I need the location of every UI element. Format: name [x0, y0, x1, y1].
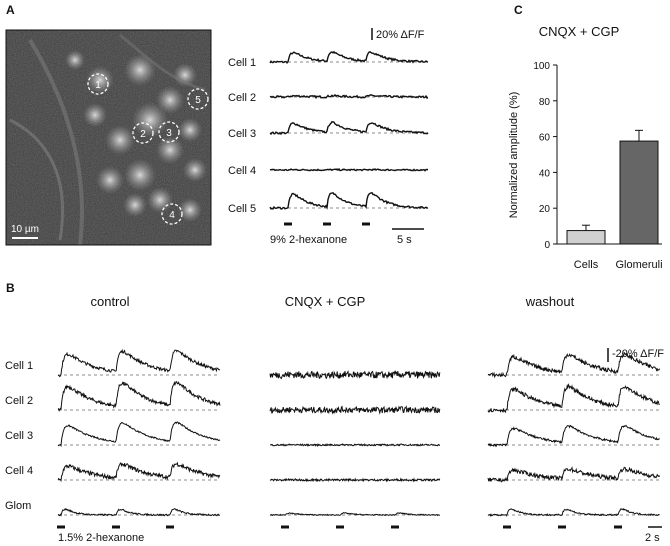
trace-label-cell-5: Cell 5 — [228, 203, 256, 215]
chart-title: CNQX + CGP — [539, 24, 620, 39]
row-label-1: Cell 1 — [5, 360, 33, 372]
trace-glom-1 — [57, 507, 221, 517]
panel-b-dff-scale-label: -20% ΔF/F — [612, 348, 664, 360]
trace-cell-3-3 — [487, 424, 660, 448]
trace-cell-2-2 — [269, 405, 441, 415]
panel-b-time-scale-label: 2 s — [645, 532, 660, 544]
trace-cell-4-2 — [269, 477, 441, 483]
trace-cell-2-1 — [57, 380, 221, 412]
y-tick-label: 100 — [533, 61, 550, 72]
condition-label-1: control — [90, 294, 129, 309]
cell-marker-label: 3 — [166, 128, 172, 139]
cell-marker-4: 4 — [161, 203, 183, 225]
row-label-3: Cell 3 — [5, 430, 33, 442]
bar-glomeruli — [619, 140, 659, 245]
trace-label-cell-4: Cell 4 — [228, 165, 256, 177]
x-tick-label-glomeruli: Glomeruli — [615, 259, 662, 271]
row-label-4: Cell 4 — [5, 465, 33, 477]
panel-c-letter: C — [514, 3, 523, 17]
panel-b-stimulus-label: 1.5% 2-hexanone — [58, 532, 144, 544]
cell-marker-label: 2 — [140, 129, 146, 140]
condition-label-2: CNQX + CGP — [285, 294, 366, 309]
trace-cell-2 — [269, 93, 429, 100]
trace-cell-1-1 — [57, 348, 221, 378]
trace-cell-4-1 — [57, 461, 221, 483]
cell-markers: 1 2 3 4 5 — [87, 73, 209, 225]
cell-marker-label: 1 — [95, 80, 101, 91]
panel-b-traces — [57, 348, 661, 517]
cell-marker-label: 4 — [169, 210, 175, 221]
trace-cell-1-3 — [487, 351, 661, 379]
y-tick-label: 80 — [539, 97, 551, 108]
cell-marker-2: 2 — [132, 122, 154, 144]
cell-marker-3: 3 — [158, 121, 180, 143]
condition-label-3: washout — [525, 294, 575, 309]
trace-label-cell-1: Cell 1 — [228, 57, 256, 69]
panel-b-letter: B — [6, 281, 15, 295]
cell-marker-5: 5 — [187, 88, 209, 110]
y-tick-label: 60 — [539, 133, 551, 144]
trace-cell-3-2 — [269, 442, 441, 447]
y-tick-label: 40 — [539, 168, 551, 179]
trace-cell-3 — [269, 120, 429, 136]
trace-cell-3-1 — [57, 421, 221, 448]
y-axis-label: Normalized amplitude (%) — [508, 92, 520, 219]
row-label-5: Glom — [5, 500, 31, 512]
trace-cell-5 — [269, 191, 429, 210]
row-label-2: Cell 2 — [5, 395, 33, 407]
x-tick-label-cells: Cells — [574, 259, 599, 271]
trace-cell-1 — [269, 50, 429, 65]
cell-marker-1: 1 — [87, 73, 109, 95]
panel-a-stimulus-label: 9% 2-hexanone — [270, 234, 347, 246]
trace-label-cell-3: Cell 3 — [228, 128, 256, 140]
trace-cell-1-2 — [269, 369, 441, 380]
panel-a-traces: Cell 1 Cell 2 Cell 3 Cell 4 Cell 5 — [228, 50, 429, 215]
trace-label-cell-2: Cell 2 — [228, 92, 256, 104]
y-tick-label: 0 — [544, 240, 550, 251]
panel-b-row-labels: Cell 1 Cell 2 Cell 3 Cell 4 Glom — [5, 360, 33, 512]
bar-chart: CNQX + CGP Normalized amplitude (%) 0 20 4… — [508, 24, 663, 271]
microscopy-image — [5, 29, 212, 246]
panel-a-letter: A — [6, 3, 15, 17]
bar-cells — [566, 230, 606, 245]
image-scale-label: 10 µm — [11, 224, 39, 235]
y-tick-label: 20 — [539, 204, 551, 215]
trace-glom-2 — [269, 512, 440, 517]
trace-glom-3 — [487, 507, 660, 517]
panel-b-condition-labels: control CNQX + CGP washout — [90, 294, 574, 309]
panel-a-dff-scale-label: 20% ΔF/F — [376, 29, 425, 41]
panel-a-time-scale-label: 5 s — [397, 234, 412, 246]
trace-cell-2-3 — [487, 383, 660, 414]
trace-cell-4 — [269, 167, 429, 172]
trace-cell-4-3 — [487, 466, 661, 483]
cell-marker-label: 5 — [195, 95, 201, 106]
